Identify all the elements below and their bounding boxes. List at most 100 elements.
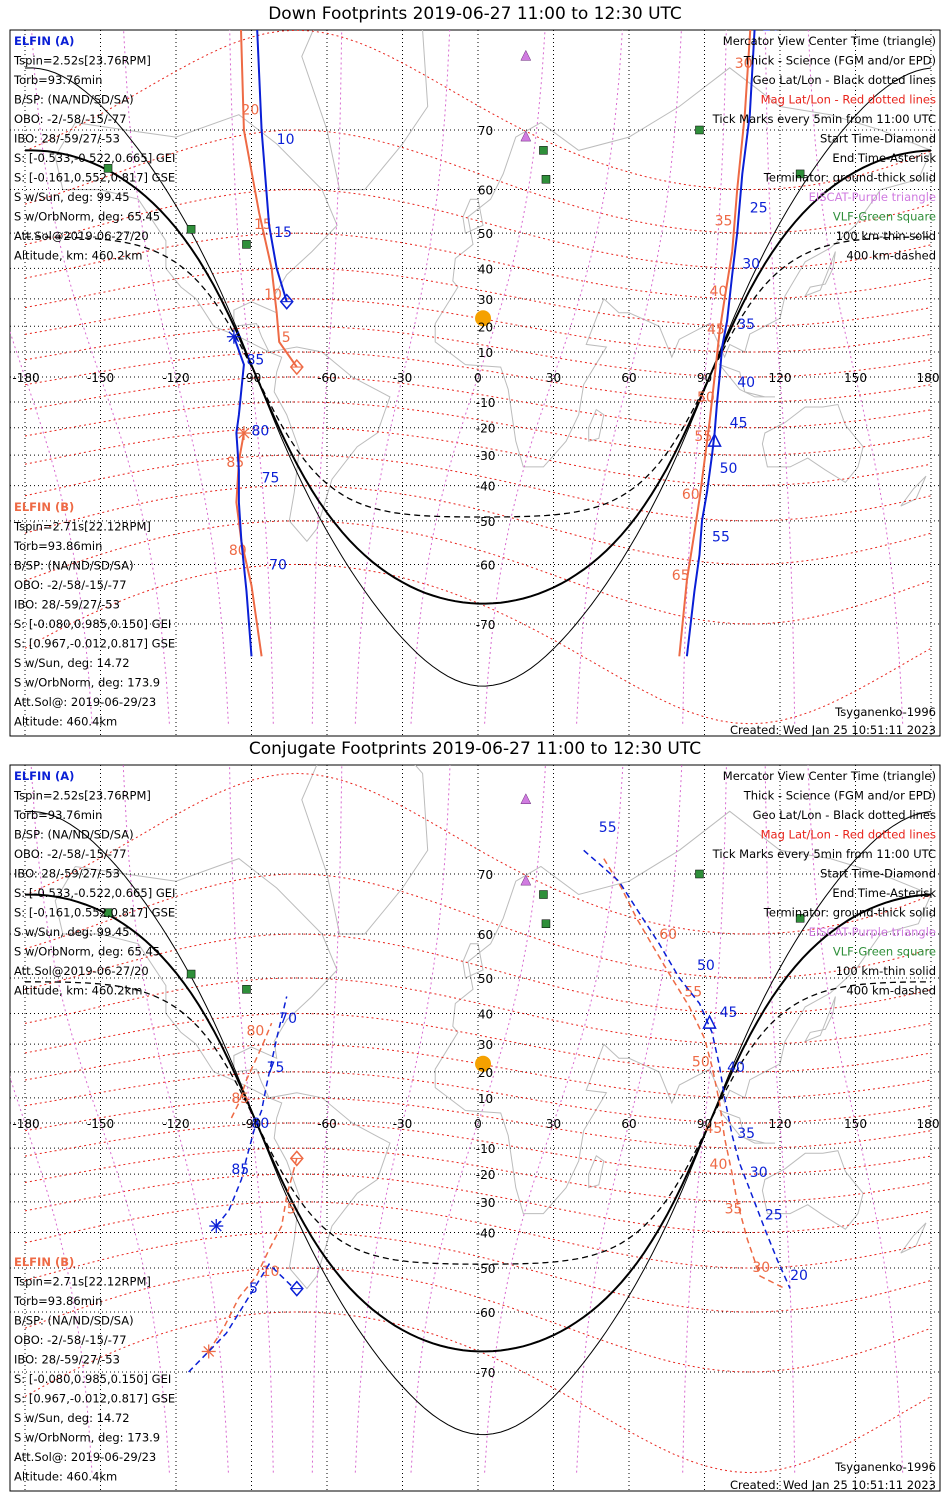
- lon-tick-label: -120: [162, 371, 189, 385]
- coastline: [761, 403, 864, 484]
- down-footprints-map: 20 15 10 5 85 80 30 35 40 45 50 55 60 65 10 15 85 80 75 70 2…: [9, 29, 941, 737]
- coastline: [301, 30, 429, 191]
- elfin-a-tick-label: 5: [249, 1281, 258, 1297]
- mag-meridian: [229, 765, 274, 1473]
- vlf-station-marker: [186, 969, 196, 979]
- legend-item: EISCAT-Purple triangle: [809, 925, 936, 939]
- legend-item: Mag Lat/Lon - Red dotted lines: [761, 828, 936, 842]
- mag-meridian: [31, 30, 170, 724]
- elfin-b-tick-label: 15: [254, 217, 272, 233]
- legend-item: Tick Marks every 5min from 11:00 UTC: [712, 847, 936, 861]
- elfin-b-info-line: Torb=93.86min: [13, 539, 102, 553]
- mag-parallel: [24, 351, 932, 403]
- lon-tick-label: -60: [317, 371, 337, 385]
- lon-tick-label: 30: [546, 371, 561, 385]
- coastline: [462, 943, 484, 979]
- lat-tick-label: 50: [478, 972, 493, 986]
- lon-tick-label: 180: [917, 371, 940, 385]
- footer-created: Created: Wed Jan 25 10:51:11 2023: [730, 723, 936, 737]
- elfin-a-view-center-triangle: [702, 1014, 717, 1029]
- vlf-station-marker: [103, 908, 113, 917]
- elfin-b-track-segment: [240, 30, 298, 368]
- elfin-a-tick-label: 75: [267, 1060, 285, 1076]
- legend-item: Terminator: ground-thick solid: [763, 171, 936, 185]
- legend-item: Tick Marks every 5min from 11:00 UTC: [712, 112, 936, 126]
- elfin-a-tick-label: 35: [737, 1126, 755, 1142]
- vlf-station-marker: [103, 164, 113, 173]
- elfin-b-tick-label: 40: [710, 1157, 728, 1173]
- elfin-b-info-line: Torb=93.86min: [13, 1294, 102, 1308]
- elfin-b-info-line: Att.Sol@: 2019-06-29/23: [14, 695, 156, 709]
- elfin-a-view-center-triangle: [707, 432, 722, 447]
- elfin-a-info-line: S w/Sun, deg: 99.45: [14, 925, 130, 939]
- lat-tick-label: -10: [476, 1142, 496, 1156]
- lon-tick-label: 60: [621, 1117, 636, 1131]
- elfin-a-tick-label: 70: [269, 557, 287, 573]
- elfin-a-tick-label: 20: [762, 29, 780, 34]
- legend-item: End Time-Asterisk: [832, 886, 936, 900]
- lat-tick-label: -50: [476, 1262, 496, 1276]
- terminator-400km: [25, 236, 931, 518]
- lon-tick-label: -180: [12, 1117, 39, 1131]
- legend-item: VLF-Green square: [833, 210, 936, 224]
- elfin-a-tick-label: 85: [246, 353, 264, 369]
- legend-item: Start Time-Diamond: [820, 867, 936, 881]
- elfin-a-tick-label: 55: [599, 820, 617, 836]
- mag-parallel: [24, 298, 932, 353]
- elfin-a-info-line: OBO: -2/-58/-15/-77: [14, 112, 127, 126]
- elfin-b-info-line: IBO: 28/-59/27/-53: [14, 1353, 120, 1367]
- lon-tick-label: -150: [87, 371, 114, 385]
- elfin-a-tick-label: 30: [742, 256, 760, 272]
- elfin-a-track-segment: [256, 30, 288, 302]
- mag-meridian: [484, 30, 623, 724]
- elfin-a-tick-label: 50: [697, 958, 715, 974]
- elfin-b-info-line: Tspin=2.71s[22.12RPM]: [13, 520, 151, 534]
- elfin-b-info-line: OBO: -2/-58/-15/-77: [14, 1333, 127, 1347]
- elfin-a-tick-label: 80: [252, 424, 270, 440]
- coastline: [804, 251, 836, 297]
- lat-tick-label: 20: [478, 1066, 493, 1080]
- lon-tick-label: -90: [242, 371, 262, 385]
- mag-parallel: [24, 1231, 932, 1313]
- elfin-a-start-diamond: [279, 293, 294, 310]
- coastline: [900, 1222, 927, 1254]
- lat-tick-label: 60: [478, 184, 493, 198]
- mag-meridian: [682, 30, 727, 724]
- elfin-b-start-diamond: [289, 1150, 304, 1167]
- elfin-a-title: ELFIN (A): [14, 769, 74, 783]
- elfin-a-end-asterisk: [228, 331, 240, 343]
- elfin-b-title: ELFIN (B): [14, 1255, 74, 1269]
- elfin-b-info-line: B/SP: (NA/ND/SD/SA): [14, 1314, 134, 1328]
- map-frame: [9, 764, 941, 1492]
- elfin-b-tick-label: 40: [710, 284, 728, 300]
- lon-tick-label: 90: [697, 371, 712, 385]
- panel-title-down: Down Footprints 2019-06-27 11:00 to 12:3…: [268, 4, 682, 24]
- coastline: [718, 363, 775, 398]
- mag-parallel: [24, 1122, 932, 1175]
- lon-tick-label: 60: [621, 371, 636, 385]
- elfin-a-tick-label: 80: [252, 1116, 270, 1132]
- mag-parallel: [24, 772, 932, 935]
- map-frame: [9, 29, 941, 737]
- elfin-b-end-asterisk: [238, 427, 250, 439]
- mag-meridian: [354, 30, 451, 724]
- elfin-a-info-line: S: [-0.533,-0.522,0.665] GEI: [14, 151, 175, 165]
- eiscat-station-marker: [520, 130, 532, 142]
- elfin-a-tick-label: 35: [737, 317, 755, 333]
- lat-tick-label: -20: [476, 1168, 496, 1182]
- elfin-b-info-line: Altitude: 460.4km: [14, 715, 117, 729]
- legend-item: EISCAT-Purple triangle: [809, 190, 936, 204]
- coastline: [588, 1155, 605, 1189]
- elfin-a-tick-label: 75: [262, 470, 280, 486]
- elfin-b-tick-label: 60: [682, 487, 700, 503]
- lon-tick-label: -30: [393, 371, 413, 385]
- mag-meridian: [410, 765, 546, 1473]
- legend-item: Mercator View Center Time (triangle): [723, 34, 936, 48]
- lon-tick-label: 120: [769, 371, 792, 385]
- lat-tick-label: -60: [476, 558, 496, 572]
- elfin-a-info-line: Altitude, km: 460.2km: [14, 249, 142, 263]
- elfin-b-tick-label: 10: [264, 287, 282, 303]
- lat-tick-label: -40: [476, 480, 496, 494]
- elfin-b-tick-label: 20: [241, 103, 259, 119]
- lat-tick-label: 10: [478, 1092, 493, 1106]
